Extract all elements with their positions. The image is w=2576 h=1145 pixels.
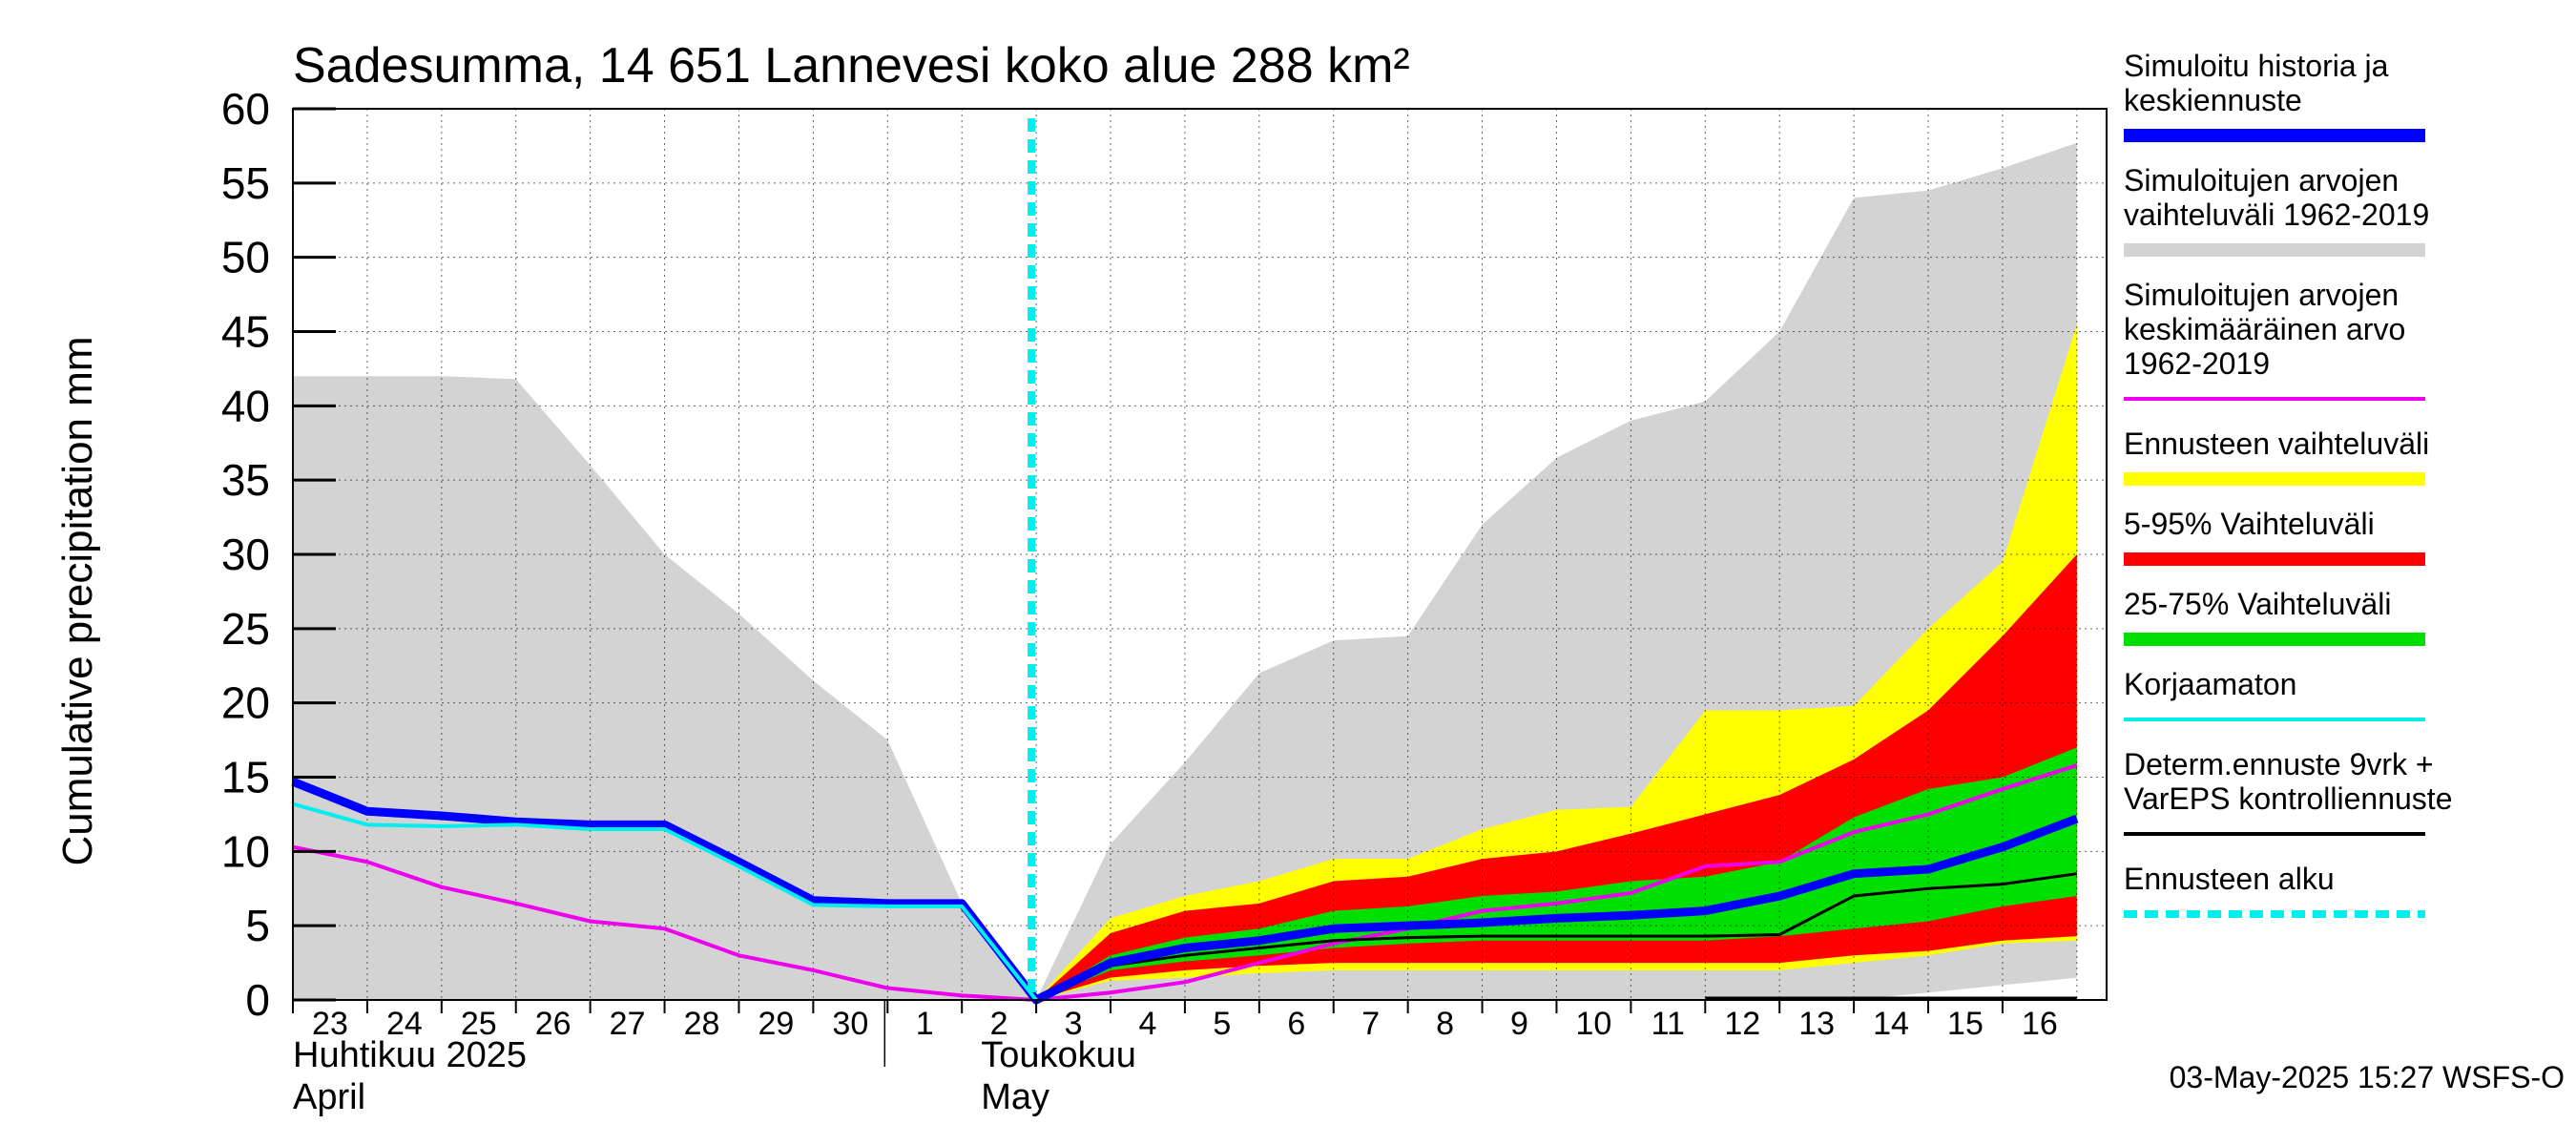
y-tick-label: 10 <box>221 826 270 876</box>
y-tick-label: 55 <box>221 158 270 208</box>
legend-swatch <box>2124 129 2425 142</box>
legend-swatch <box>2124 243 2425 257</box>
x-tick-label: 11 <box>1652 1006 1685 1042</box>
legend-label: VarEPS kontrolliennuste <box>2124 781 2452 816</box>
footer-timestamp: 03-May-2025 15:27 WSFS-O <box>2170 1060 2565 1094</box>
y-tick-label: 50 <box>221 233 270 282</box>
legend-label: Ennusteen vaihteluväli <box>2124 427 2429 461</box>
x-tick-label: 16 <box>2022 1006 2058 1042</box>
y-tick-label: 15 <box>221 753 270 802</box>
y-tick-label: 35 <box>221 455 270 505</box>
x-tick-label: 8 <box>1436 1006 1454 1042</box>
chart-title: Sadesumma, 14 651 Lannevesi koko alue 28… <box>293 38 1410 94</box>
legend-label: Determ.ennuste 9vrk + <box>2124 747 2434 781</box>
x-tick-label: 30 <box>832 1006 868 1042</box>
x-tick-label: 13 <box>1798 1006 1835 1042</box>
legend-label: keskimääräinen arvo <box>2124 312 2405 346</box>
x-tick-label: 25 <box>461 1006 497 1042</box>
x-tick-label: 10 <box>1576 1006 1612 1042</box>
x-tick-label: 6 <box>1287 1006 1305 1042</box>
line-simuloitujen-arvojen-keskim-r-inen-arvo-1962-2019 <box>292 763 2078 1002</box>
legend-label: Simuloitu historia ja <box>2124 49 2389 83</box>
legend-swatch <box>2124 552 2425 566</box>
month-label-fi: Huhtikuu 2025 <box>293 1035 527 1075</box>
legend-label: Simuloitujen arvojen <box>2124 163 2399 198</box>
line-determ-ennuste-9vrk-vareps-kontrolliennuste <box>1035 872 2078 1002</box>
legend-label: Simuloitujen arvojen <box>2124 278 2399 312</box>
month-label-en: May <box>981 1077 1049 1117</box>
x-tick-label: 29 <box>758 1006 794 1042</box>
legend: Simuloitu historia jakeskiennusteSimuloi… <box>2124 49 2452 918</box>
x-tick-label: 1 <box>916 1006 934 1042</box>
line-simuloitu-historia-ja-keskiennuste <box>291 777 2079 1005</box>
x-tick-label: 26 <box>535 1006 571 1042</box>
x-tick-label: 27 <box>610 1006 646 1042</box>
legend-item-25-75-vaihteluv-li: 25-75% Vaihteluväli <box>2124 587 2425 646</box>
lines-layer <box>291 118 2079 1005</box>
y-tick-label: 40 <box>221 381 270 430</box>
legend-item-korjaamaton: Korjaamaton <box>2124 667 2425 721</box>
x-tick-label: 5 <box>1213 1006 1231 1042</box>
x-tick-label: 4 <box>1139 1006 1157 1042</box>
x-tick-label: 12 <box>1724 1006 1760 1042</box>
y-tick-label: 30 <box>221 530 270 579</box>
month-label-fi: Toukokuu <box>981 1035 1136 1075</box>
legend-label: 1962-2019 <box>2124 346 2270 381</box>
y-tick-label: 60 <box>221 84 270 134</box>
x-tick-label: 9 <box>1510 1006 1528 1042</box>
y-tick-label: 5 <box>245 901 270 950</box>
legend-label: Korjaamaton <box>2124 667 2296 701</box>
y-tick-label: 45 <box>221 307 270 357</box>
x-tick-label: 28 <box>684 1006 720 1042</box>
legend-swatch <box>2124 633 2425 646</box>
x-tick-label: 2 <box>990 1006 1008 1042</box>
line-korjaamaton <box>292 802 1038 1002</box>
legend-item-ennusteen-alku: Ennusteen alku <box>2124 862 2425 918</box>
legend-item-ennusteen-vaihteluv-li: Ennusteen vaihteluväli <box>2124 427 2429 486</box>
x-tick-label: 15 <box>1947 1006 1984 1042</box>
legend-label: vaihteluväli 1962-2019 <box>2124 198 2429 232</box>
legend-label: Ennusteen alku <box>2124 862 2335 896</box>
legend-item-5-95-vaihteluv-li: 5-95% Vaihteluväli <box>2124 507 2425 566</box>
x-tick-label: 14 <box>1873 1006 1909 1042</box>
y-tick-label: 0 <box>245 975 270 1025</box>
y-tick-label: 25 <box>221 604 270 654</box>
legend-label: 25-75% Vaihteluväli <box>2124 587 2391 621</box>
legend-label: keskiennuste <box>2124 83 2302 117</box>
legend-swatch <box>2124 472 2425 486</box>
legend-label: 5-95% Vaihteluväli <box>2124 507 2375 541</box>
month-label-en: April <box>293 1077 365 1117</box>
x-tick-label: 23 <box>312 1006 348 1042</box>
x-tick-label: 7 <box>1361 1006 1380 1042</box>
y-tick-label: 20 <box>221 678 270 728</box>
x-tick-label: 24 <box>386 1006 423 1042</box>
y-axis-label: Cumulative precipitation mm <box>54 336 101 865</box>
legend-item-determ-ennuste-9vrk-vareps-kontrolliennuste: Determ.ennuste 9vrk +VarEPS kontrollienn… <box>2124 747 2452 836</box>
x-tick-label: 3 <box>1065 1006 1083 1042</box>
